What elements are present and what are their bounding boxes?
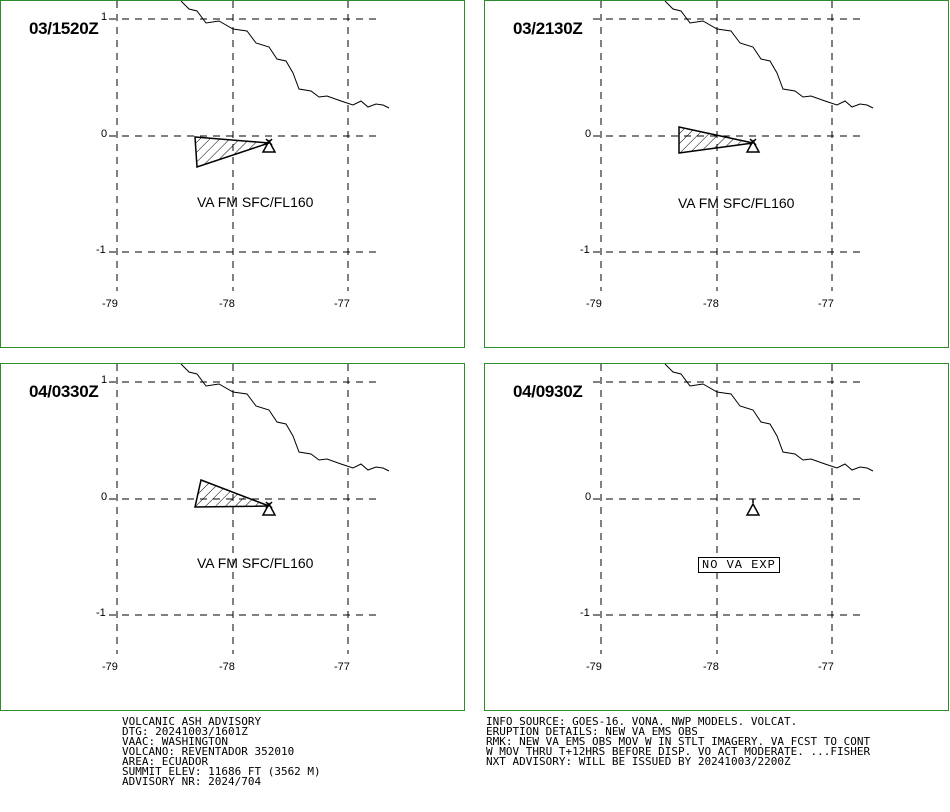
lat-label: 1 [101, 11, 108, 23]
grid-lines [593, 364, 865, 654]
valid-time: 03/1520Z [29, 19, 99, 38]
lat-label: -1 [580, 244, 590, 256]
advisory-line: VAAC: WASHINGTON [122, 735, 228, 748]
lon-label: -77 [334, 298, 350, 310]
coastline [664, 1, 874, 109]
advisory-line: SUMMIT ELEV: 11686 FT (3562 M) [122, 765, 321, 778]
lon-label: -78 [703, 661, 719, 673]
coastline [180, 1, 390, 109]
volcano-icon [261, 138, 277, 153]
advisory-header-left: VOLCANIC ASH ADVISORY DTG: 20241003/1601… [122, 715, 321, 788]
lon-label: -78 [219, 661, 235, 673]
valid-time: 04/0930Z [513, 382, 583, 401]
lat-label: -1 [580, 607, 590, 619]
map-canvas [109, 1, 390, 291]
lat-label: 0 [585, 128, 592, 140]
map-canvas [109, 364, 390, 654]
advisory-line: AREA: ECUADOR [122, 755, 209, 768]
volcano-icon [261, 501, 277, 516]
advisory-line: DTG: 20241003/1601Z [122, 725, 248, 738]
ash-plume [194, 136, 270, 169]
lat-label: 0 [101, 491, 108, 503]
ash-label: VA FM SFC/FL160 [678, 195, 795, 211]
map-panel-4: 04/0930Z 0 -1 -79 -78 -77 NO VA EXP [484, 363, 949, 711]
volcano-icon [745, 138, 761, 153]
advisory-line: W MOV THRU T+12HRS BEFORE DISP. VO ACT M… [486, 745, 871, 758]
lon-label: -79 [586, 661, 602, 673]
lon-label: -79 [102, 661, 118, 673]
no-va-box: NO VA EXP [698, 557, 780, 573]
lat-label: 0 [101, 128, 108, 140]
coastline [180, 364, 390, 472]
lon-label: -77 [818, 661, 834, 673]
lat-label: -1 [96, 244, 106, 256]
lon-label: -79 [102, 298, 118, 310]
advisory-line: RMK: NEW VA EMS OBS MOV W IN STLT IMAGER… [486, 735, 871, 748]
lat-label: 1 [101, 374, 108, 386]
coastline [664, 364, 874, 472]
map-panel-2: 03/2130Z 0 -1 -79 -78 -77 VA FM SFC/FL16… [484, 0, 949, 348]
ash-label: VA FM SFC/FL160 [197, 555, 314, 571]
lat-label: 0 [585, 491, 592, 503]
grid-lines [109, 364, 381, 654]
valid-time: 04/0330Z [29, 382, 99, 401]
lat-label: -1 [96, 607, 106, 619]
advisory-line: VOLCANIC ASH ADVISORY [122, 715, 262, 728]
volcano-icon [745, 499, 761, 516]
map-panel-3: 04/0330Z 1 0 -1 -79 -78 -77 VA FM SFC/FL… [0, 363, 465, 711]
valid-time: 03/2130Z [513, 19, 583, 38]
lon-label: -78 [219, 298, 235, 310]
advisory-details-right: INFO SOURCE: GOES-16. VONA. NWP MODELS. … [486, 715, 871, 768]
advisory-line: VOLCANO: REVENTADOR 352010 [122, 745, 295, 758]
map-panel-1: 03/1520Z 1 0 -1 -79 -78 -77 VA FM SFC/FL… [0, 0, 465, 348]
ash-label: VA FM SFC/FL160 [197, 194, 314, 210]
map-canvas [593, 364, 874, 654]
advisory-line: NXT ADVISORY: WILL BE ISSUED BY 20241003… [486, 755, 791, 768]
ash-plume [678, 126, 754, 154]
advisory-line: INFO SOURCE: GOES-16. VONA. NWP MODELS. … [486, 715, 798, 728]
lon-label: -79 [586, 298, 602, 310]
advisory-line: ERUPTION DETAILS: NEW VA EMS OBS [486, 725, 698, 738]
lon-label: -77 [818, 298, 834, 310]
advisory-line: ADVISORY NR: 2024/704 [122, 775, 262, 788]
lon-label: -78 [703, 298, 719, 310]
ash-plume [194, 478, 270, 508]
lon-label: -77 [334, 661, 350, 673]
map-canvas [593, 1, 874, 291]
